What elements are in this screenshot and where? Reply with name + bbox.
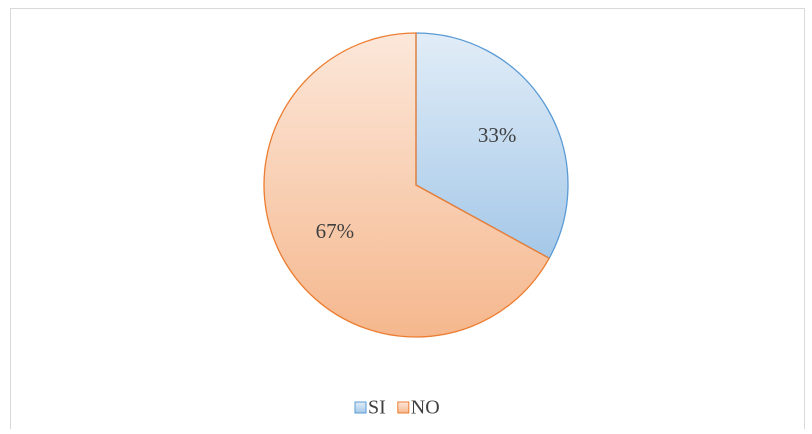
legend-swatch (397, 401, 410, 414)
legend-swatch (354, 401, 367, 414)
pie-slice (263, 32, 551, 338)
data-label: 33% (478, 123, 517, 147)
legend-label: NO (411, 397, 440, 419)
legend-label: SI (368, 397, 386, 419)
pie-slice (415, 32, 569, 260)
data-label: 67% (316, 219, 355, 243)
